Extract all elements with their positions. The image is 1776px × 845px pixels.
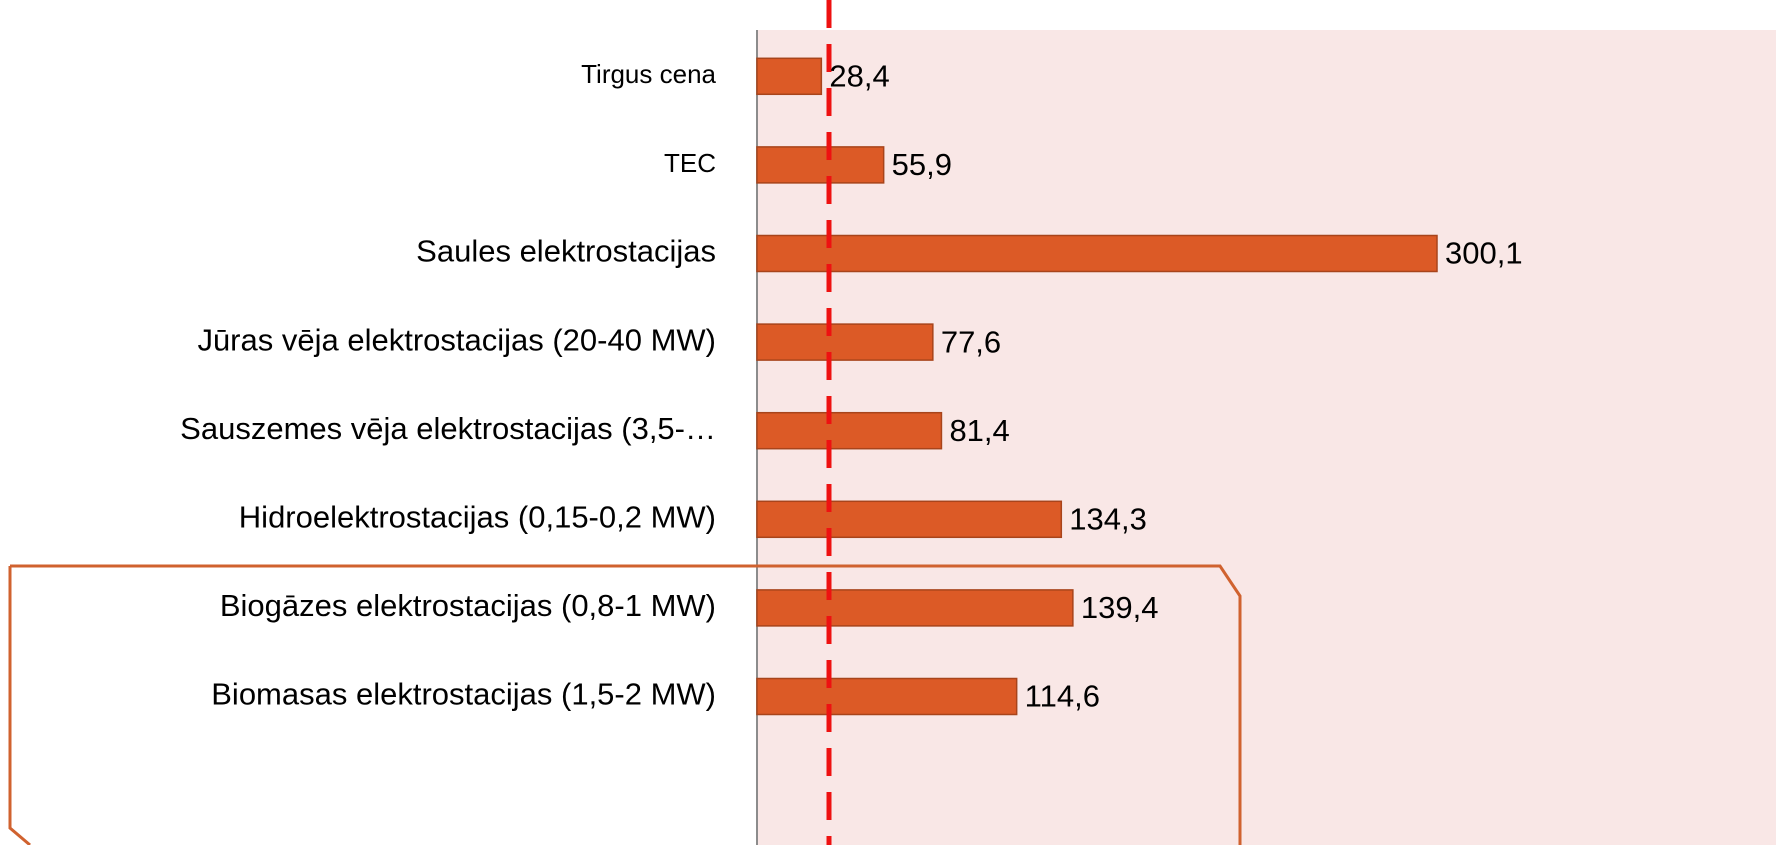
value-label: 28,4 (829, 58, 889, 93)
bars (756, 57, 1438, 716)
category-label: Biomasas elektrostacijas (1,5-2 MW) (211, 677, 716, 712)
highlight-box (8, 564, 1242, 845)
category-label: Sauszemes vēja elektrostacijas (3,5-… (180, 411, 716, 446)
value-label: 139,4 (1081, 590, 1159, 625)
category-label: Saules elektrostacijas (416, 234, 716, 269)
bar (756, 677, 1018, 716)
value-label: 77,6 (941, 324, 1001, 359)
value-label: 300,1 (1445, 236, 1523, 271)
bar (756, 500, 1063, 539)
value-label: 81,4 (949, 413, 1009, 448)
category-label: Hidroelektrostacijas (0,15-0,2 MW) (239, 499, 716, 534)
bar (756, 589, 1074, 627)
value-label: 134,3 (1069, 501, 1147, 536)
bar (756, 57, 823, 96)
category-label: Biogāzes elektrostacijas (0,8-1 MW) (220, 588, 716, 623)
value-label: 114,6 (1025, 679, 1100, 714)
bar (756, 146, 885, 184)
bar (756, 234, 1438, 273)
value-label: 55,9 (892, 147, 952, 182)
category-label: TEC (664, 148, 716, 178)
bar (756, 411, 943, 450)
bar (756, 323, 934, 361)
category-label: Tirgus cena (581, 59, 716, 89)
category-label: Jūras vēja elektrostacijas (20-40 MW) (197, 322, 716, 357)
